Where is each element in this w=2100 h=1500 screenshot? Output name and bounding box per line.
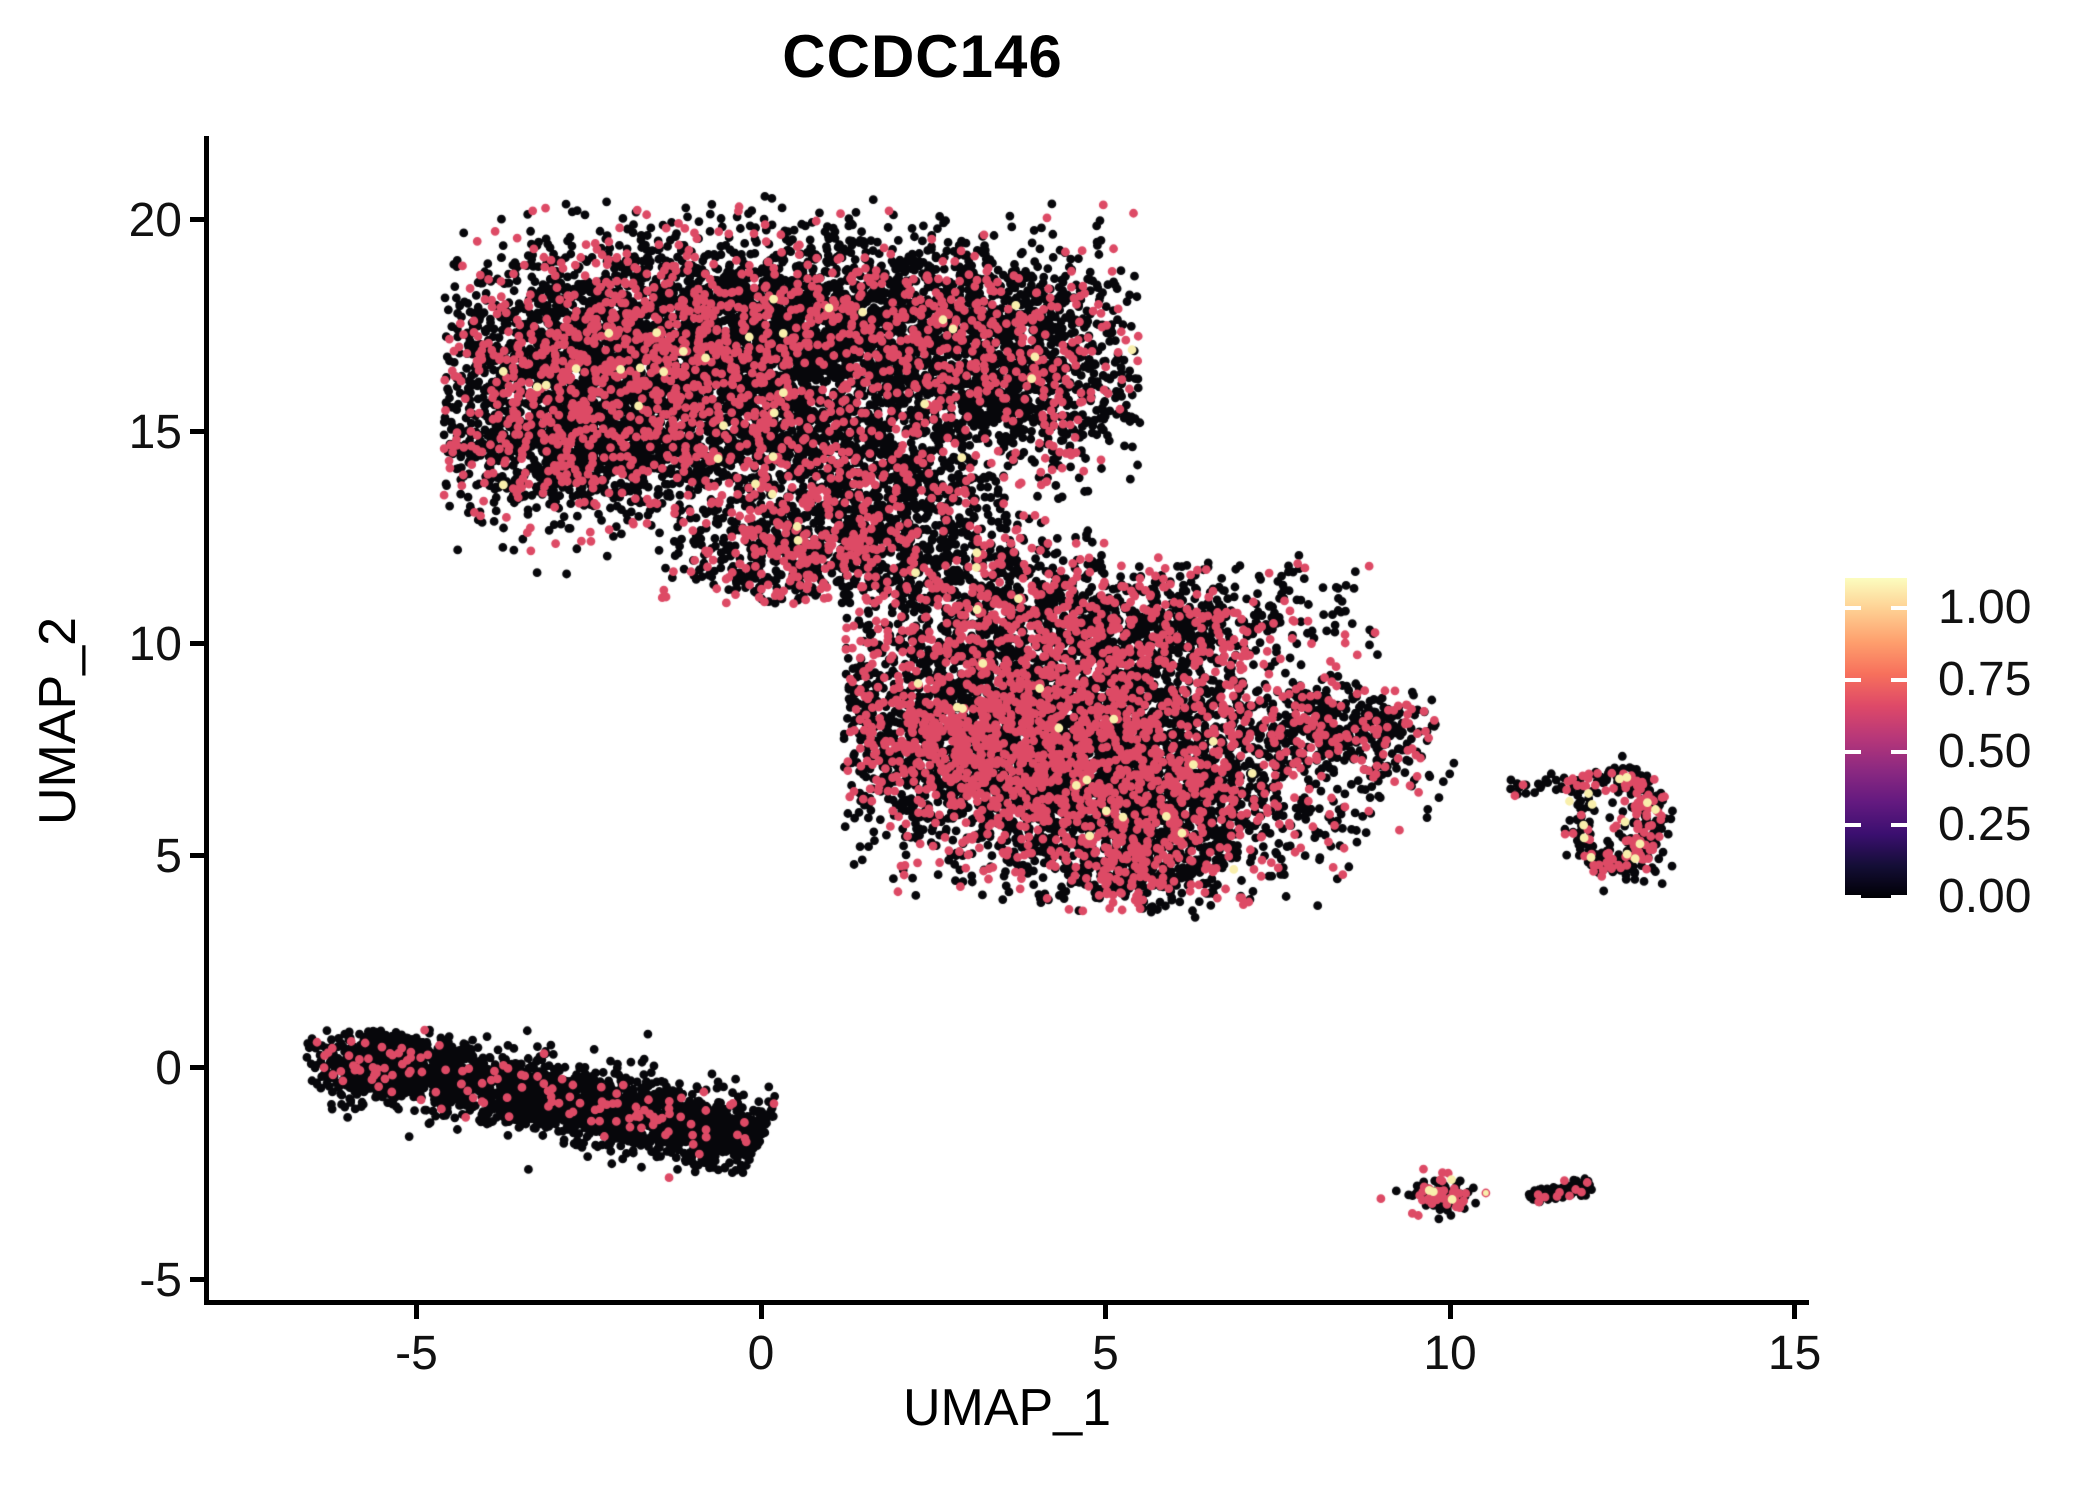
y-tick-label: 5: [155, 829, 182, 883]
colorbar-label: 0.75: [1938, 653, 2032, 707]
y-tick-label: 20: [128, 193, 182, 247]
x-tick-label: -5: [395, 1327, 438, 1380]
colorbar-tick-mark: [1891, 750, 1907, 755]
x-tick-mark: [1447, 1305, 1453, 1319]
colorbar-label: 1.00: [1938, 581, 2032, 635]
y-tick-mark: [190, 1277, 204, 1283]
x-tick-label: 10: [1423, 1327, 1477, 1380]
colorbar-label: 0.50: [1938, 725, 2032, 779]
colorbar-tick-mark: [1845, 895, 1861, 900]
umap-scatter-canvas: [207, 139, 1807, 1302]
colorbar-tick-mark: [1891, 606, 1907, 611]
expression-colorbar: [1845, 578, 1907, 898]
x-axis-title: UMAP_1: [902, 1379, 1112, 1437]
x-tick-mark: [758, 1305, 764, 1319]
x-tick-label: 15: [1767, 1327, 1822, 1380]
x-tick-mark: [1103, 1305, 1109, 1319]
y-tick-mark: [190, 1065, 204, 1071]
y-tick-mark: [190, 641, 204, 647]
colorbar-tick-mark: [1845, 750, 1861, 755]
x-tick-mark: [413, 1305, 419, 1319]
y-tick-label: 0: [155, 1041, 182, 1095]
colorbar-tick-mark: [1845, 823, 1861, 828]
colorbar-tick-mark: [1891, 895, 1907, 900]
x-tick-label: 5: [1092, 1327, 1119, 1380]
y-tick-mark: [190, 217, 204, 223]
y-axis-line: [204, 136, 209, 1305]
y-tick-label: 10: [128, 617, 182, 671]
colorbar-label: 0.00: [1938, 870, 2032, 924]
y-axis-title: UMAP_2: [29, 616, 87, 825]
colorbar-tick-mark: [1891, 678, 1907, 683]
colorbar-tick-mark: [1891, 823, 1907, 828]
y-tick-mark: [190, 429, 204, 435]
y-tick-label: -5: [139, 1253, 182, 1307]
colorbar-label: 0.25: [1938, 798, 2032, 852]
x-tick-label: 0: [747, 1327, 775, 1380]
chart-title: CCDC146: [782, 23, 1063, 90]
colorbar-tick-mark: [1845, 678, 1861, 683]
y-tick-mark: [190, 853, 204, 859]
x-tick-mark: [1792, 1305, 1798, 1319]
y-tick-label: 15: [128, 405, 182, 459]
colorbar-tick-mark: [1845, 606, 1861, 611]
x-axis-line: [204, 1300, 1809, 1305]
